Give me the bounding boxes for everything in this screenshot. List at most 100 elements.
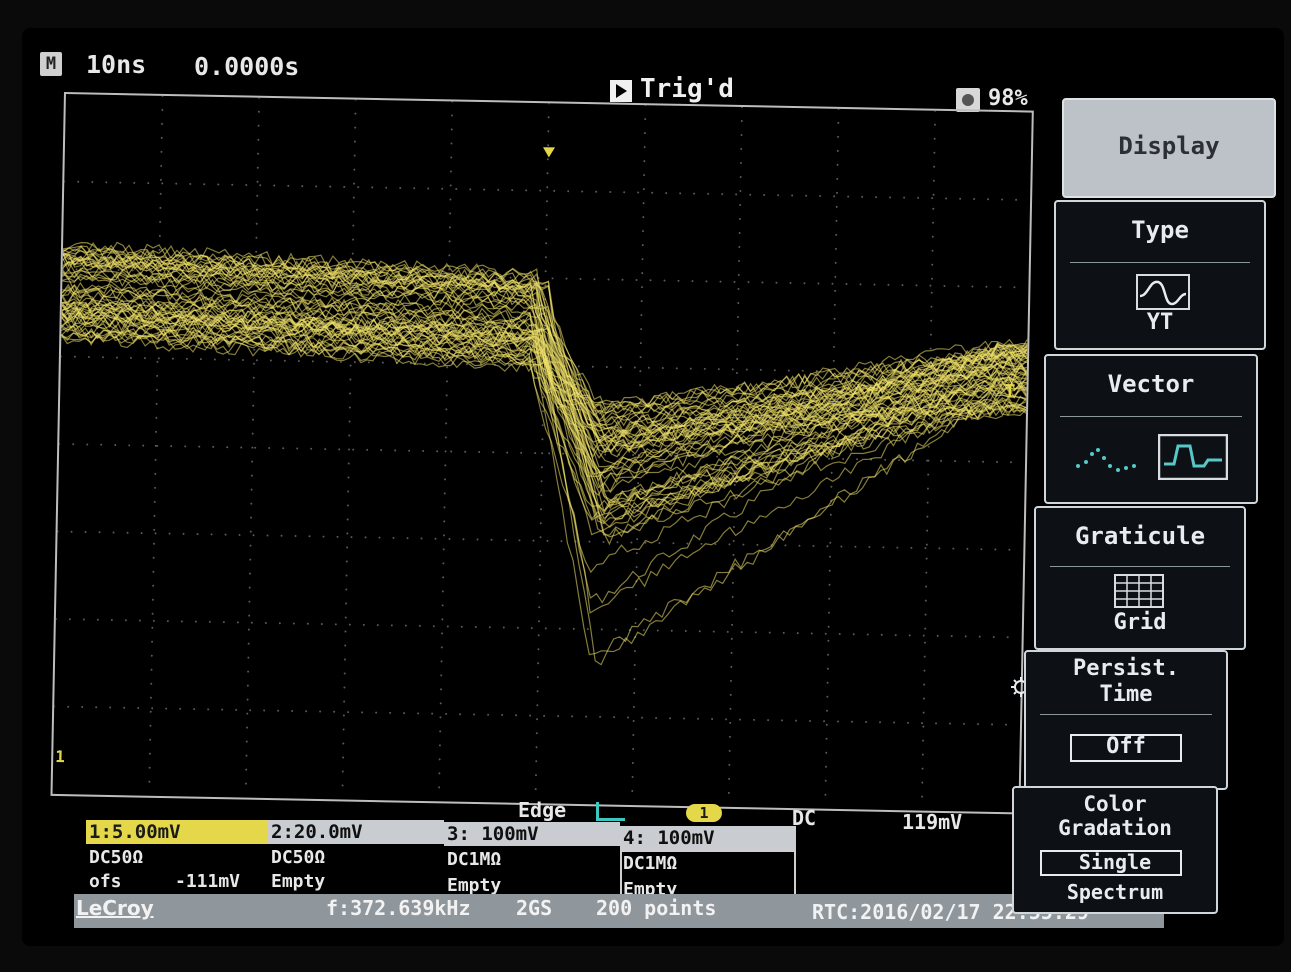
grid-dot [640, 300, 643, 303]
grid-dot [354, 126, 357, 129]
grid-dot [833, 331, 836, 334]
graticule-separator [1050, 566, 1230, 567]
grid-dot [943, 284, 946, 287]
grid-dot [347, 476, 350, 479]
grid-dot [151, 707, 154, 710]
grid-dot [717, 368, 720, 371]
grid-dot [665, 192, 668, 195]
grid-dot [541, 452, 544, 455]
grid-dot [747, 281, 750, 284]
grid-dot [338, 448, 341, 451]
horizontal-delay-readout[interactable]: 0.0000s [194, 52, 300, 81]
grid-dot [929, 284, 932, 287]
grid-dot [917, 196, 920, 199]
grid-dot [133, 181, 136, 184]
channel1-offset-value: -111mV [175, 871, 241, 892]
grid-dot [824, 765, 827, 768]
grid-dot [782, 631, 785, 634]
grid-dot [837, 107, 840, 110]
grid-dot [640, 328, 643, 331]
grid-dot [921, 753, 924, 756]
grid-dot [829, 555, 832, 558]
grid-dot [324, 448, 327, 451]
grid-dot [341, 770, 344, 773]
grid-dot [926, 459, 929, 462]
grid-dot [490, 538, 493, 541]
type-value: YT [1146, 310, 1174, 335]
grid-dot [348, 406, 351, 409]
grid-dot [346, 504, 349, 507]
grid-dot [631, 790, 634, 793]
grid-dot [250, 502, 253, 505]
grid-dot [656, 629, 659, 632]
grid-dot [854, 545, 857, 548]
grid-dot [987, 198, 990, 201]
grid-dot [964, 635, 967, 638]
grid-dot [431, 712, 434, 715]
type-menu-button[interactable]: Type YT [1054, 200, 1266, 350]
grid-dot [159, 206, 162, 209]
grid-dot [901, 284, 904, 287]
grid-dot [256, 180, 259, 183]
grid-dot [539, 536, 542, 539]
grid-dot [515, 714, 518, 717]
grid-dot [642, 188, 645, 191]
grid-dot [222, 621, 225, 624]
grid-dot [246, 726, 249, 729]
color-gradation-menu-button[interactable]: Color Gradation Single Spectrum [1012, 786, 1218, 914]
color-option-single[interactable]: Single [1078, 850, 1152, 874]
grid-dot [737, 301, 740, 304]
grid-dot [934, 109, 937, 112]
channel4-header[interactable]: 4: 100mV [620, 826, 796, 850]
grid-dot [733, 280, 736, 283]
grid-dot [96, 618, 99, 621]
grid-dot [448, 268, 451, 271]
yt-waveform-icon [1136, 274, 1190, 310]
channel3-header[interactable]: 3: 100mV [444, 822, 620, 846]
grid-dot [856, 458, 859, 461]
grid-dot [347, 490, 350, 493]
grid-dot [160, 164, 163, 167]
channel1-header[interactable]: 1:5.00mV [86, 820, 268, 844]
persist-separator [1040, 714, 1212, 715]
grid-dot [548, 452, 551, 455]
grid-dot [311, 360, 314, 363]
grid-dot [852, 633, 855, 636]
grid-dot [714, 543, 717, 546]
vector-title: Vector [1107, 370, 1195, 398]
vector-menu-button[interactable]: Vector [1044, 354, 1258, 504]
grid-dot [438, 758, 441, 761]
grid-dot [159, 178, 162, 181]
grid-dot [933, 165, 936, 168]
grid-dot [404, 624, 407, 627]
grid-dot [880, 633, 883, 636]
grid-dot [213, 358, 216, 361]
channel2-header[interactable]: 2:20.0mV [268, 820, 444, 844]
grid-dot [245, 740, 248, 743]
channel3-coupling: DC1MΩ [447, 849, 502, 870]
grid-dot [903, 196, 906, 199]
grid-dot [838, 632, 841, 635]
display-menu-button[interactable]: Display [1062, 98, 1276, 198]
grid-dot [180, 620, 183, 623]
grid-dot [744, 456, 747, 459]
grid-dot [352, 210, 355, 213]
grid-dot [292, 622, 295, 625]
grid-dot [532, 539, 535, 542]
grid-dot [643, 132, 646, 135]
grid-dot [966, 547, 969, 550]
grid-dot [985, 285, 988, 288]
color-option-spectrum[interactable]: Spectrum [1066, 880, 1164, 904]
grid-dot [712, 630, 715, 633]
grid-dot [952, 547, 955, 550]
grid-dot [938, 547, 941, 550]
waveform-trace [61, 291, 1027, 666]
grid-dot [732, 539, 735, 542]
grid-dot [865, 721, 868, 724]
persist-time-menu-button[interactable]: Persist. Time Off [1024, 650, 1228, 790]
graticule-menu-button[interactable]: Graticule Grid [1034, 506, 1246, 650]
timebase-readout[interactable]: 10ns [86, 50, 147, 79]
grid-dot [544, 627, 547, 630]
grid-dot [154, 532, 157, 535]
grid-dot [350, 536, 353, 539]
